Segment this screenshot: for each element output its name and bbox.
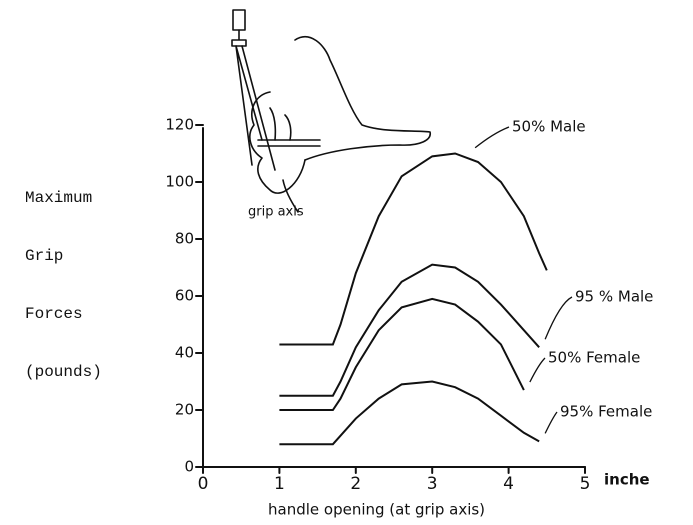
chart: grip axis Maximum Grip Forces (pounds) hand… — [0, 0, 693, 525]
series-label: 50% Male — [512, 118, 586, 136]
leader-line — [545, 412, 557, 433]
y-tick-label: 100 — [165, 173, 194, 191]
y-axis-label: Forces — [25, 305, 83, 323]
leader-line — [475, 127, 509, 148]
x-tick-label: 0 — [198, 474, 209, 494]
x-unit-label: inche — [604, 471, 650, 489]
y-tick-label: 80 — [175, 230, 194, 248]
series-line — [279, 299, 523, 410]
series-line — [279, 154, 546, 345]
y-tick-label: 120 — [165, 116, 194, 134]
y-axis-label: Grip — [25, 247, 63, 265]
y-axis-label: (pounds) — [25, 363, 102, 381]
x-tick-label: 1 — [274, 474, 285, 494]
y-tick-label: 20 — [175, 401, 194, 419]
y-axis-label: Maximum — [25, 189, 92, 207]
x-axis-label: handle opening (at grip axis) — [268, 501, 485, 519]
x-tick-label: 5 — [580, 474, 591, 494]
y-tick-label: 60 — [175, 287, 194, 305]
grip-illustration — [232, 10, 430, 212]
series-label: 50% Female — [548, 349, 640, 367]
leader-line — [545, 297, 572, 339]
series-line — [279, 265, 539, 396]
illustration-label: grip axis — [248, 205, 304, 220]
x-tick-label: 3 — [427, 474, 438, 494]
x-tick-label: 4 — [503, 474, 514, 494]
y-tick-label: 0 — [184, 458, 194, 476]
x-tick-label: 2 — [350, 474, 361, 494]
series-line — [279, 382, 539, 445]
series-label: 95% Female — [560, 403, 652, 421]
series-label: 95 % Male — [575, 288, 653, 306]
y-tick-label: 40 — [175, 344, 194, 362]
leader-line — [530, 358, 545, 382]
